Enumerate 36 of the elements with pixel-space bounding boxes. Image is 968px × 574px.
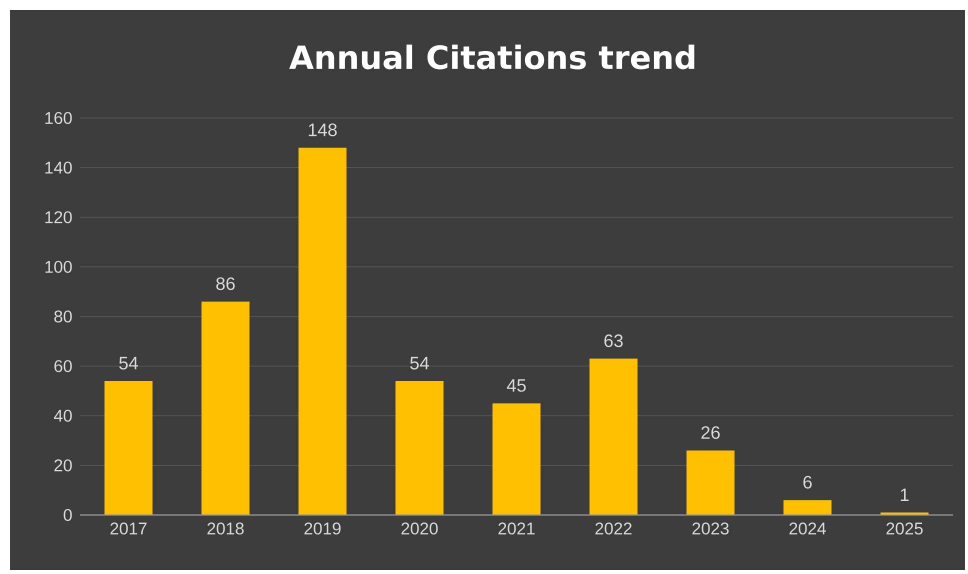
bar <box>104 380 153 515</box>
bar <box>202 302 250 515</box>
bar <box>396 380 444 515</box>
chart-title: Annual Citations trend <box>289 44 694 70</box>
x-tick-label: 2020 <box>401 522 438 535</box>
bar <box>686 450 735 515</box>
x-tick-label: 2024 <box>789 522 826 535</box>
x-tick-label: 2023 <box>692 522 729 535</box>
y-tick-label: 80 <box>54 310 72 323</box>
y-tick-label: 40 <box>54 410 72 422</box>
y-tick-label: 120 <box>45 211 72 224</box>
data-label: 148 <box>308 124 337 136</box>
data-label: 45 <box>506 379 526 392</box>
x-tick-label: 2017 <box>110 522 147 535</box>
y-tick-label: 140 <box>45 162 72 174</box>
bar <box>298 148 347 515</box>
bar <box>492 403 541 515</box>
x-tick-label: 2021 <box>498 522 535 535</box>
data-label: 1 <box>900 488 909 501</box>
data-label: 86 <box>216 277 235 290</box>
data-label: 54 <box>410 356 429 370</box>
data-label: 26 <box>701 426 720 439</box>
data-label: 63 <box>604 334 623 348</box>
bar <box>590 358 638 515</box>
y-tick-label: 60 <box>54 360 72 372</box>
y-tick-label: 20 <box>54 459 72 472</box>
data-label: 54 <box>119 356 138 370</box>
x-tick-label: 2018 <box>207 522 244 535</box>
y-tick-label: 160 <box>45 112 72 124</box>
x-tick-label: 2025 <box>886 522 923 535</box>
bar <box>784 500 832 515</box>
data-label: 6 <box>803 476 812 489</box>
x-tick-label: 2022 <box>595 522 632 535</box>
y-tick-label: 100 <box>45 260 72 273</box>
x-tick-label: 2019 <box>304 522 341 535</box>
y-tick-label: 0 <box>64 508 72 522</box>
